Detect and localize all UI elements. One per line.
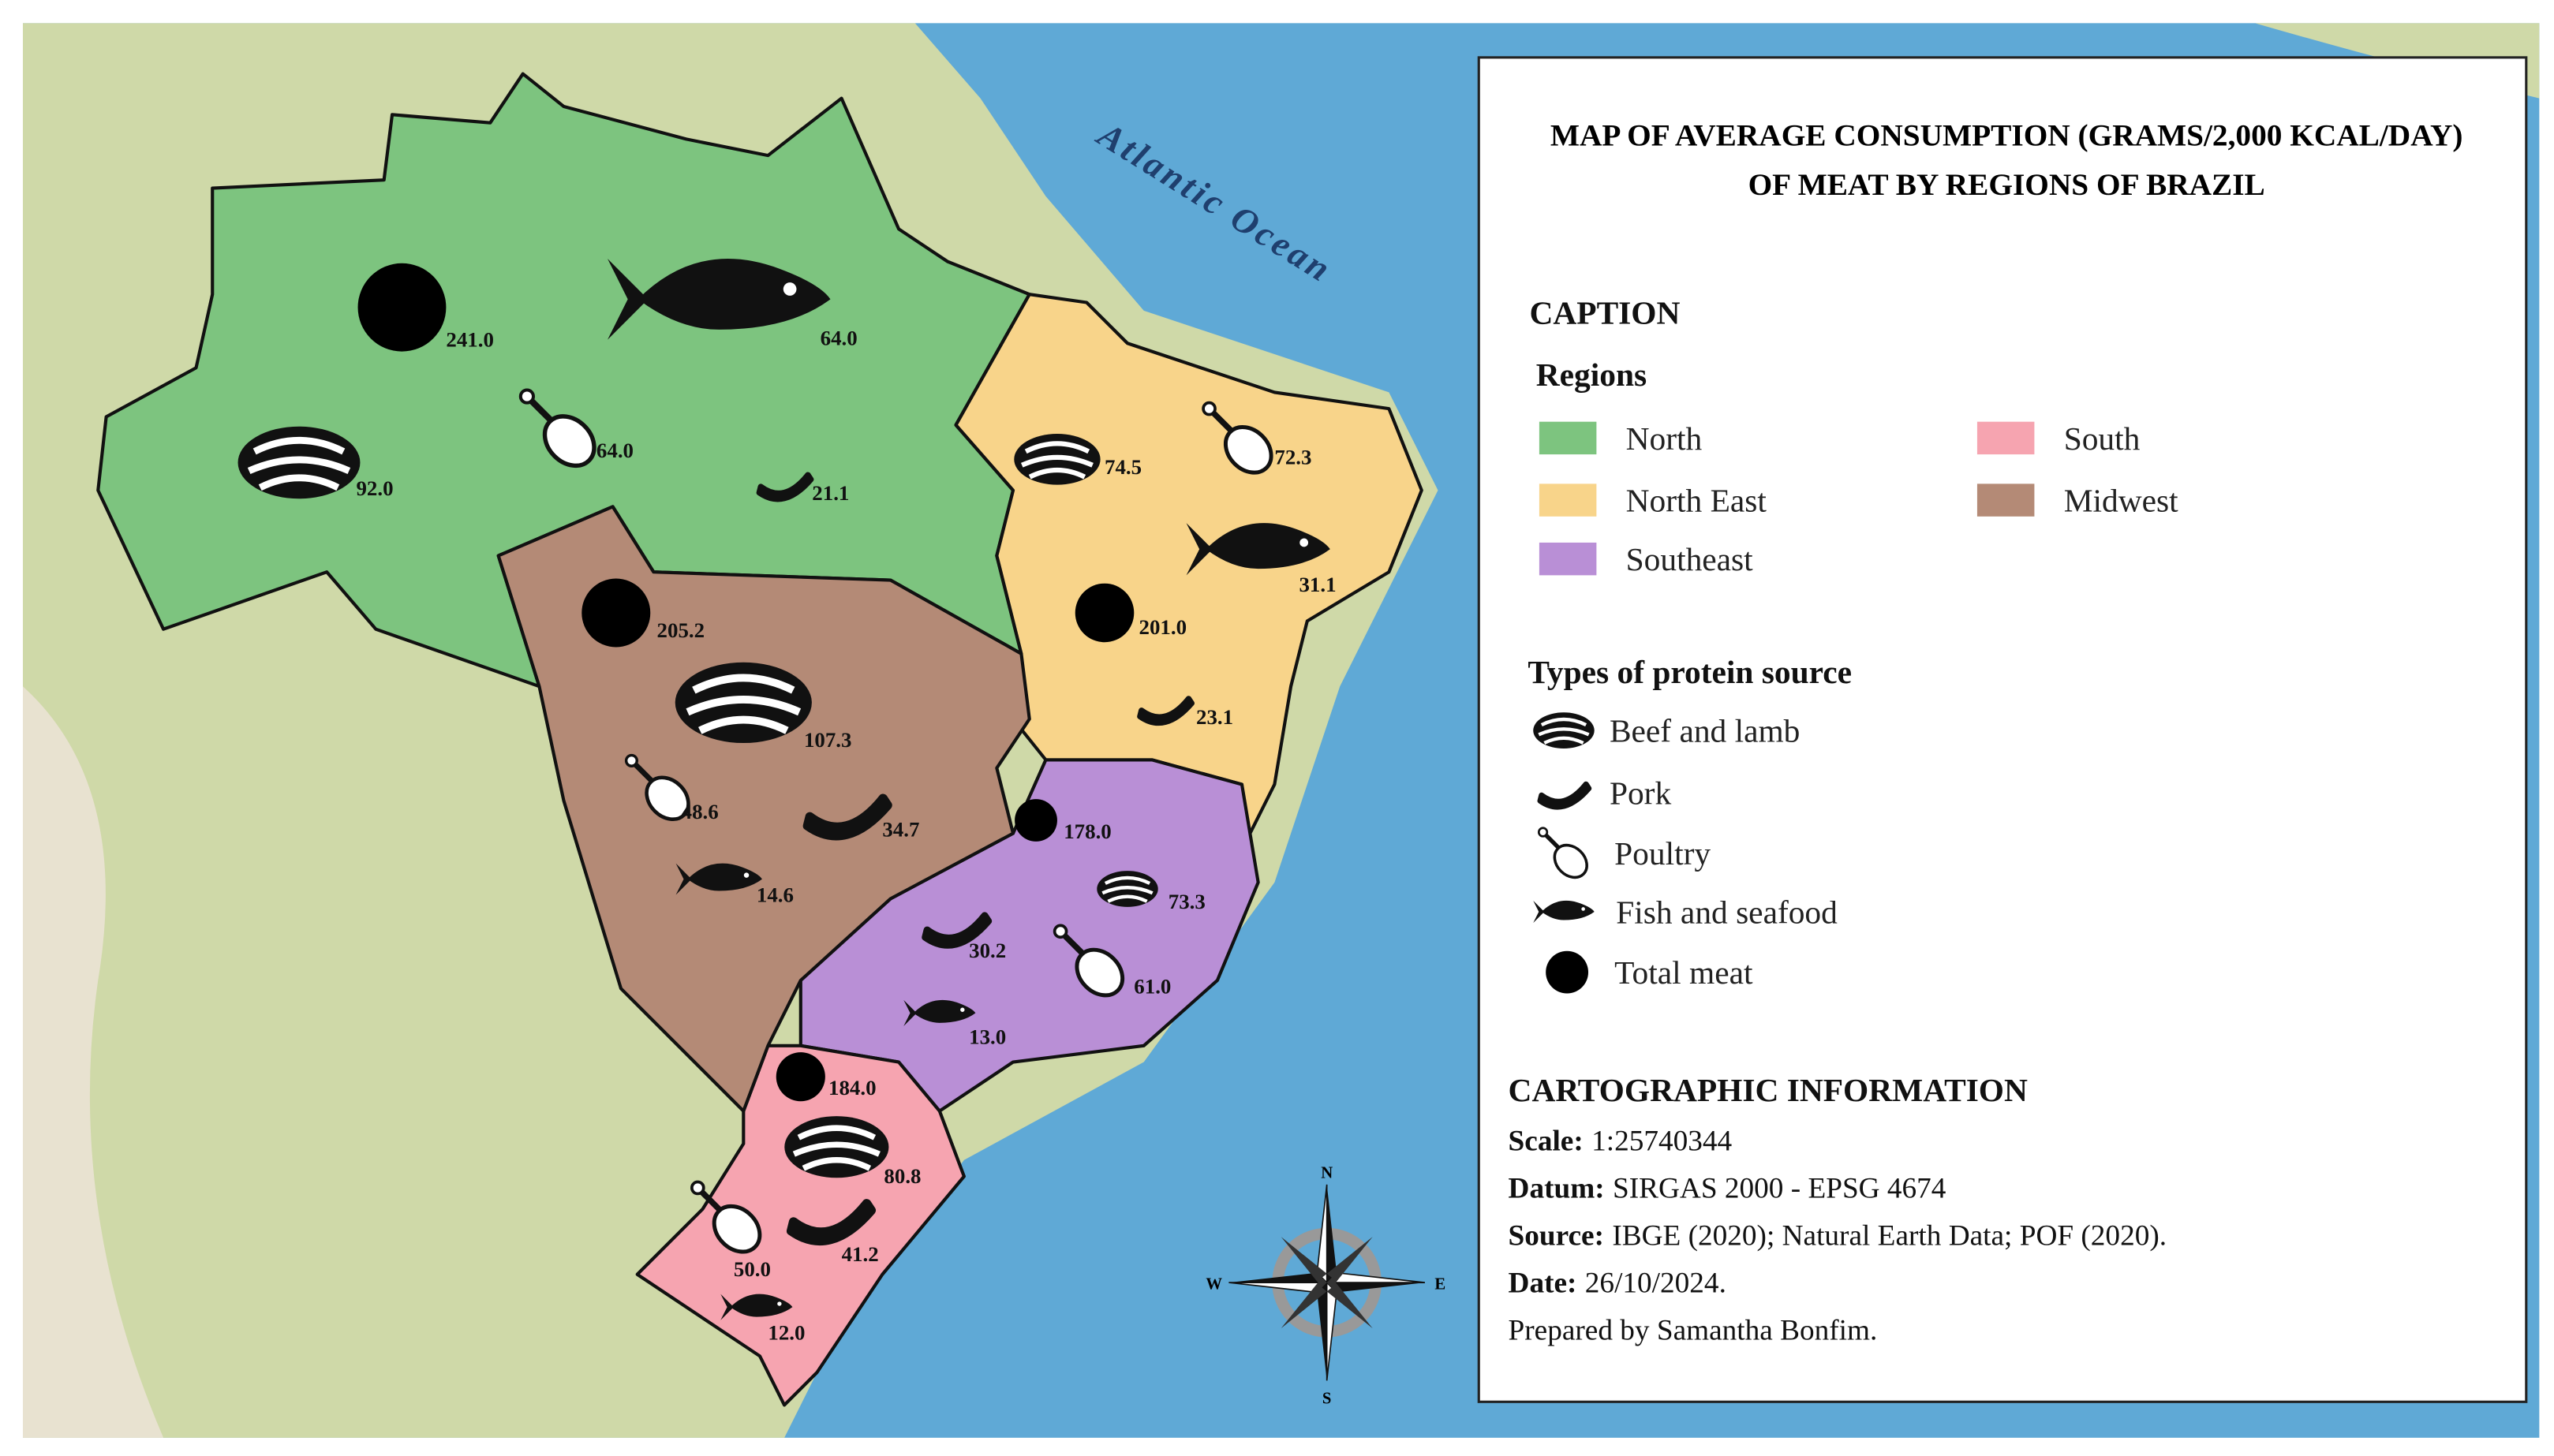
credit: Prepared by Samantha Bonfim. [1509,1315,1878,1347]
legend-label: Total meat [1614,954,1753,991]
legend-swatch [1976,483,2035,517]
value-label: 13.0 [969,1025,1006,1049]
info-label: Date: [1509,1267,1577,1300]
total-meat-symbol [1075,583,1135,643]
legend-label: North East [1626,483,1767,519]
value-label: 12.0 [768,1321,805,1345]
value-label: 64.0 [821,326,858,349]
total-meat-symbol [1015,799,1057,842]
value-label: 64.0 [596,439,634,462]
value-label: 61.0 [1134,975,1171,999]
beef-symbol [238,427,361,499]
legend-label: Poultry [1614,835,1711,872]
region [798,758,1260,1113]
value-label: 23.1 [1196,705,1233,729]
value-label: 34.7 [882,818,919,842]
cartographic-heading: CARTOGRAPHIC INFORMATION [1509,1072,2028,1108]
value-label: 205.2 [657,618,705,642]
value-label: 31.1 [1299,573,1336,596]
legend-label: Beef and lamb [1610,713,1800,749]
compass-n: N [1321,1165,1333,1182]
region [496,505,1031,1113]
info-value: 1:25740344 [1591,1125,1732,1157]
compass: N E S W [1206,1165,1445,1408]
info-row: Date: 26/10/2024. [1509,1267,1726,1300]
value-label: 184.0 [828,1076,877,1099]
value-label: 73.3 [1169,890,1206,913]
beef-symbol [784,1116,888,1178]
info-label: Source: [1509,1219,1604,1252]
value-label: 72.3 [1274,446,1311,469]
value-label: 178.0 [1064,819,1112,843]
info-value: IBGE (2020); Natural Earth Data; POF (20… [1612,1219,2167,1252]
value-label: 14.6 [757,883,794,907]
legend-label: Southeast [1626,541,1754,577]
compass-w: W [1206,1275,1222,1293]
value-label: 241.0 [446,327,494,351]
legend-label: Fish and seafood [1616,894,1838,930]
info-label: Scale: [1509,1125,1584,1157]
value-label: 50.0 [734,1257,771,1281]
value-label: 30.2 [969,939,1006,962]
value-label: 41.2 [842,1242,879,1266]
value-label: 21.1 [812,481,849,505]
legend-swatch [1539,542,1597,576]
compass-s: S [1322,1390,1332,1407]
types-heading: Types of protein source [1528,654,1852,690]
symbols: 241.0 92.0 21.1 64.0 64.0 201.0 74.5 23.1 72.3 31… [238,258,1337,1345]
legend-label: North [1626,420,1703,457]
value-label: 92.0 [356,476,393,500]
value-label: 80.8 [884,1164,921,1188]
value-label: 48.6 [682,800,719,823]
legend-panel [1477,56,2528,1403]
legend: North North East Southeast South Midwest Beef… [1533,420,2178,994]
legend-label: Pork [1610,775,1672,811]
andes [22,686,164,1438]
info-value: SIRGAS 2000 - EPSG 4674 [1613,1172,1946,1204]
regions-heading: Regions [1536,357,1647,393]
info-label: Datum: [1509,1172,1605,1204]
legend-icon [1546,950,1589,994]
total-meat-symbol [581,578,651,648]
total-meat-symbol [357,263,447,352]
beef-symbol [675,663,812,743]
info-row: Scale: 1:25740344 [1509,1125,1733,1157]
value-label: 74.5 [1105,455,1142,479]
beef-symbol [1097,871,1157,907]
legend-label: South [2064,420,2141,457]
caption-heading: CAPTION [1529,294,1680,330]
legend-swatch [1539,421,1597,455]
info-row: Datum: SIRGAS 2000 - EPSG 4674 [1509,1172,1946,1204]
title: OF MEAT BY REGIONS OF BRAZIL [1748,167,2265,202]
value-label: 107.3 [804,728,852,752]
value-label: 201.0 [1139,615,1187,639]
legend-label: Midwest [2064,483,2178,519]
title: MAP OF AVERAGE CONSUMPTION (GRAMS/2,000 … [1550,118,2463,153]
info-value: 26/10/2024. [1585,1267,1726,1300]
compass-e: E [1434,1275,1445,1293]
legend-swatch [1976,421,2035,455]
legend-swatch [1539,483,1597,517]
total-meat-symbol [776,1052,825,1102]
cartographic-info: Scale: 1:25740344 Datum: SIRGAS 2000 - EPSG… [1509,1125,2167,1299]
beef-symbol [1014,434,1100,485]
info-row: Source: IBGE (2020); Natural Earth Data; … [1509,1219,2167,1252]
legend-icon [1533,712,1594,749]
